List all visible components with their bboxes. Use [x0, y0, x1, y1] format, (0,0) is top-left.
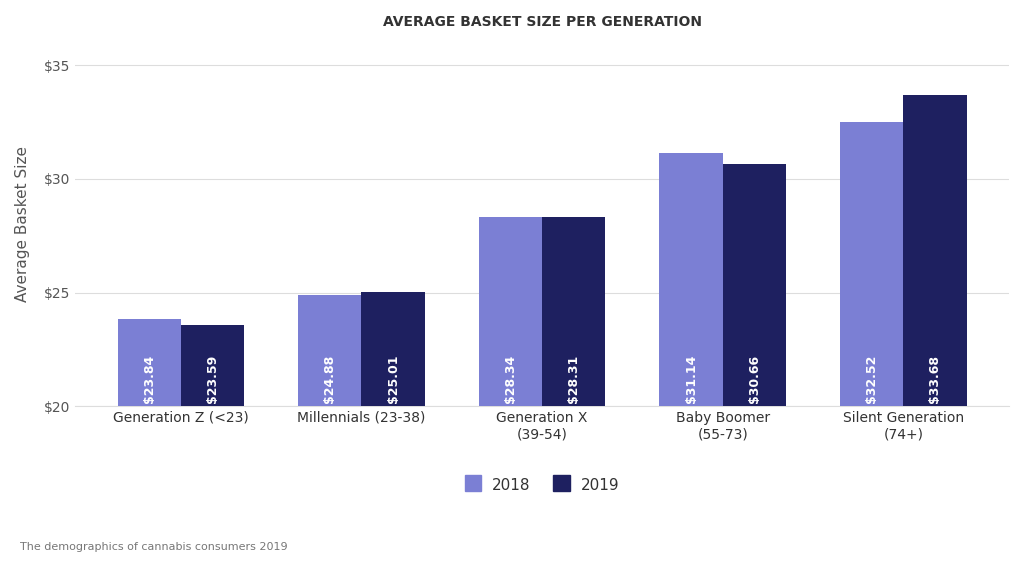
Text: $30.66: $30.66 [748, 355, 761, 403]
Bar [542, 217, 605, 563]
Text: $24.88: $24.88 [324, 355, 336, 403]
Bar [361, 292, 425, 563]
Text: $23.84: $23.84 [142, 355, 156, 403]
Legend: 2018, 2019: 2018, 2019 [457, 470, 628, 501]
Text: $32.52: $32.52 [865, 354, 879, 403]
Bar [181, 324, 244, 563]
Title: AVERAGE BASKET SIZE PER GENERATION: AVERAGE BASKET SIZE PER GENERATION [383, 15, 701, 29]
Bar [659, 153, 723, 563]
Text: $23.59: $23.59 [206, 355, 219, 403]
Y-axis label: Average Basket Size: Average Basket Size [15, 146, 30, 302]
Text: $25.01: $25.01 [386, 354, 399, 403]
Text: $31.14: $31.14 [685, 354, 697, 403]
Bar [723, 164, 785, 563]
Text: The demographics of cannabis consumers 2019: The demographics of cannabis consumers 2… [20, 542, 288, 552]
Bar [479, 217, 542, 563]
Bar [840, 122, 903, 563]
Bar [118, 319, 181, 563]
Bar [903, 95, 967, 563]
Bar [298, 295, 361, 563]
Text: $28.34: $28.34 [504, 355, 517, 403]
Text: $28.31: $28.31 [567, 355, 581, 403]
Text: $33.68: $33.68 [929, 355, 941, 403]
